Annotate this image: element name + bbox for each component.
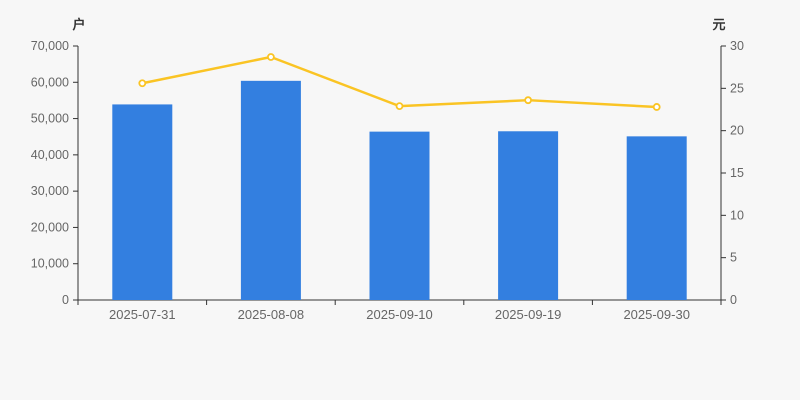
left-axis-tick-label: 60,000 (31, 75, 69, 89)
line-series (138, 53, 661, 111)
x-axis-label: 2025-09-30 (623, 307, 690, 322)
right-axis-title: 元 (712, 17, 725, 32)
right-axis-tick-label: 5 (730, 251, 737, 265)
line-point[interactable] (138, 79, 147, 88)
right-axis-tick-label: 10 (730, 208, 744, 222)
left-axis-tick-label: 50,000 (31, 112, 69, 126)
x-axis-label: 2025-09-19 (495, 307, 562, 322)
line-point[interactable] (652, 103, 661, 111)
bar[interactable] (498, 131, 559, 300)
line-point[interactable] (524, 96, 532, 105)
bar[interactable] (240, 80, 301, 300)
right-axis-tick-label: 0 (730, 293, 737, 307)
right-axis-tick-label: 15 (730, 166, 744, 180)
right-axis-tick-label: 20 (730, 124, 744, 138)
right-axis-tick-label: 25 (730, 81, 744, 95)
bar[interactable] (626, 136, 687, 300)
left-axis-tick-label: 0 (62, 293, 69, 307)
x-axis-label: 2025-08-08 (238, 307, 305, 322)
bar[interactable] (112, 104, 173, 300)
right-axis-tick-label: 30 (730, 39, 744, 53)
bar[interactable] (369, 131, 430, 300)
left-axis-tick-label: 40,000 (31, 148, 69, 162)
left-axis-tick-label: 10,000 (31, 257, 69, 271)
line-point[interactable] (395, 102, 404, 111)
bar-series (112, 80, 687, 300)
x-axis-label: 2025-07-31 (109, 307, 176, 322)
left-axis-tick-label: 20,000 (31, 220, 69, 234)
left-axis-title: 户 (72, 17, 85, 32)
x-axis-label: 2025-09-10 (366, 307, 433, 322)
line-point[interactable] (266, 53, 275, 61)
axis-labels: 0 10,000 20,000 30,000 40,000 50,000 60,000 70,… (31, 39, 744, 322)
line-path (141, 55, 658, 109)
left-axis-tick-label: 70,000 (31, 39, 69, 53)
left-axis-tick-label: 30,000 (31, 184, 69, 198)
